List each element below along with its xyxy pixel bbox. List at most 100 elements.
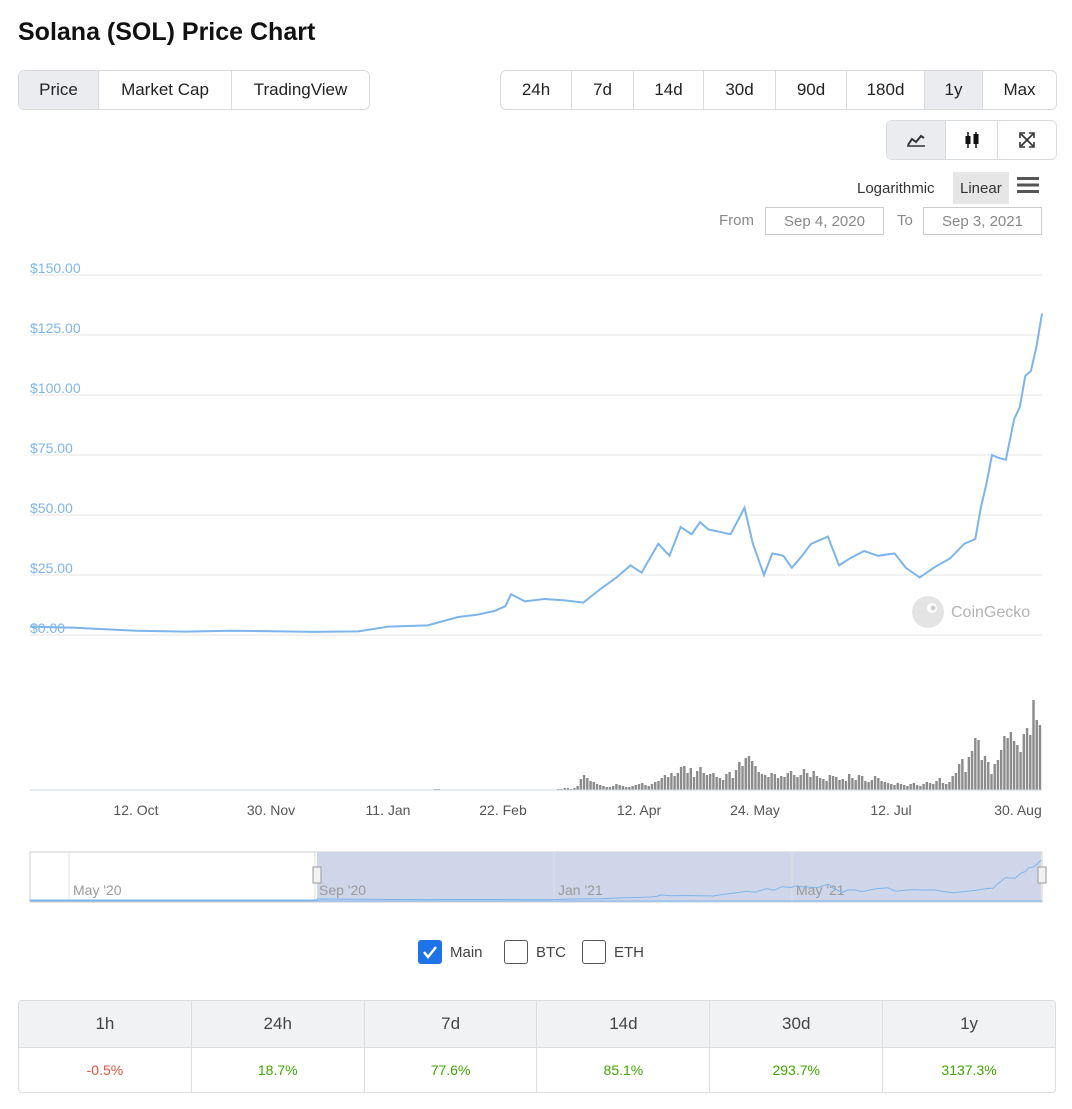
y-tick-label: $150.00 (30, 260, 81, 276)
y-tick-label: $50.00 (30, 500, 73, 516)
volume-bar (893, 785, 896, 790)
watermark-text: CoinGecko (951, 604, 1030, 621)
view-tabs: Price Market Cap TradingView (18, 70, 370, 110)
volume-bar (980, 760, 983, 790)
volume-bar (621, 786, 625, 790)
volume-bar (689, 768, 692, 790)
navigator-left-handle[interactable] (312, 866, 322, 884)
stat-header: 1h (19, 1001, 192, 1047)
volume-bar (654, 782, 657, 790)
volume-bar (595, 784, 599, 790)
legend-btc[interactable]: BTC (504, 940, 566, 964)
volume-bar (867, 782, 870, 790)
volume-bar (915, 785, 919, 790)
volume-bar (611, 786, 615, 790)
volume-bar (757, 772, 760, 790)
volume-bar (912, 783, 916, 790)
range-7d[interactable]: 7d (572, 71, 634, 109)
range-180d[interactable]: 180d (847, 71, 925, 109)
navigator-right-handle[interactable] (1037, 866, 1047, 884)
volume-bar (705, 775, 709, 790)
volume-bar (957, 764, 961, 790)
line-chart-icon[interactable] (887, 121, 946, 159)
volume-bar (1029, 735, 1032, 790)
y-tick-label: $25.00 (30, 560, 73, 576)
x-tick-label: 12. Oct (113, 802, 158, 818)
volume-bar (747, 756, 751, 790)
tab-market-cap[interactable]: Market Cap (99, 71, 232, 109)
volume-bar (838, 780, 841, 790)
volume-bar (793, 775, 796, 790)
scale-logarithmic[interactable]: Logarithmic (857, 179, 935, 197)
volume-bar (608, 787, 612, 790)
volume-bar (634, 785, 638, 790)
volume-bar (983, 756, 987, 790)
volume-bar (967, 757, 971, 790)
scale-linear[interactable]: Linear (953, 172, 1009, 204)
volume-bar (799, 775, 802, 790)
volume-bar (974, 738, 977, 790)
tab-price[interactable]: Price (19, 71, 99, 109)
volume-bar (935, 781, 938, 790)
volume-bar (951, 776, 954, 790)
x-tick-label: 30. Aug (994, 802, 1042, 818)
y-tick-label: $100.00 (30, 380, 81, 396)
range-24h[interactable]: 24h (501, 71, 572, 109)
volume-bar (802, 769, 806, 790)
to-date-input[interactable]: Sep 3, 2021 (923, 207, 1042, 235)
stat-value: 77.6% (365, 1048, 538, 1092)
volume-bar (919, 786, 922, 790)
range-1y[interactable]: 1y (925, 71, 983, 109)
stat-value: 18.7% (192, 1048, 365, 1092)
volume-bar (686, 773, 689, 790)
checkbox-eth[interactable] (582, 940, 606, 964)
hamburger-menu-icon[interactable] (1017, 176, 1039, 199)
volume-bar (579, 779, 583, 790)
volume-bar (767, 777, 770, 790)
x-tick-label: 12. Apr (617, 802, 662, 818)
volume-bar (702, 773, 705, 790)
coingecko-watermark: CoinGecko (912, 596, 1030, 628)
volume-bar (650, 784, 654, 790)
range-max[interactable]: Max (1003, 80, 1036, 99)
fullscreen-icon[interactable] (998, 121, 1056, 159)
legend-eth[interactable]: ETH (582, 940, 644, 964)
volume-bar (715, 777, 718, 790)
range-90d[interactable]: 90d (776, 71, 847, 109)
stat-header: 30d (710, 1001, 884, 1047)
stat-value: -0.5% (19, 1048, 192, 1092)
volume-bar (809, 777, 812, 790)
volume-bar (844, 781, 848, 790)
range-30d[interactable]: 30d (704, 71, 776, 109)
price-change-table: 1h 24h 7d 14d 30d 1y -0.5% 18.7% 77.6% 85.1% 293.… (18, 1000, 1056, 1093)
stat-header: 14d (537, 1001, 711, 1047)
legend-main-label: Main (450, 943, 483, 961)
from-label: From (719, 212, 754, 229)
range-14d[interactable]: 14d (634, 71, 704, 109)
volume-bar (854, 780, 857, 790)
volume-bar (696, 771, 699, 790)
volume-bar (718, 778, 722, 790)
candlestick-icon[interactable] (946, 121, 998, 159)
volume-bar (618, 785, 621, 790)
price-chart: $150.00$125.00$100.00$75.00$50.00$25.00$… (29, 260, 1047, 903)
legend-main[interactable]: Main (418, 940, 483, 964)
volume-bar (1025, 728, 1029, 790)
volume-bar (734, 770, 738, 790)
checkbox-btc[interactable] (504, 940, 528, 964)
navigator[interactable]: May '20 Sep '20 Jan '21 May '21 (29, 851, 1047, 903)
volume-bar (657, 781, 660, 790)
legend-eth-label: ETH (614, 943, 644, 961)
navigator-selected-range[interactable] (317, 852, 1041, 902)
x-tick-label: 22. Feb (479, 802, 527, 818)
volume-bar (631, 786, 634, 790)
to-label: To (897, 212, 913, 229)
volume-bar (1006, 738, 1009, 790)
volume-bar (663, 775, 667, 790)
volume-bar (1009, 732, 1013, 790)
checkbox-main[interactable] (418, 940, 442, 964)
from-date-input[interactable]: Sep 4, 2020 (765, 207, 884, 235)
volume-bar (641, 783, 644, 790)
volume-bar (945, 784, 948, 790)
tab-tradingview[interactable]: TradingView (253, 80, 348, 99)
